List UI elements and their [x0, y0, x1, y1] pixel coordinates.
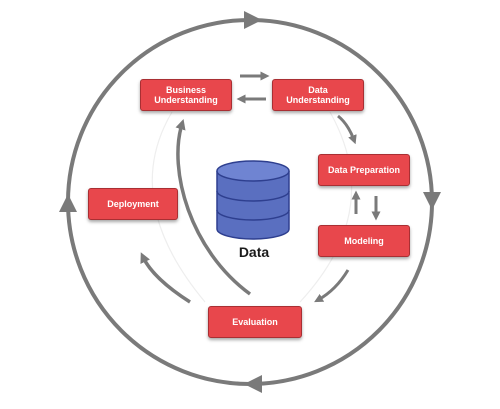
arrow-evaluation-to-bu [175, 118, 252, 296]
outer-arrowhead-left [59, 194, 77, 212]
stage-evaluation: Evaluation [208, 306, 302, 338]
faint-arc-right [299, 111, 353, 303]
arrow-modeling-to-evaluation [314, 269, 350, 303]
stage-data-understanding: Data Understanding [272, 79, 364, 111]
arrow-du-to-dp [337, 114, 357, 145]
stage-business-understanding: Business Understanding [140, 79, 232, 111]
data-label: Data [238, 244, 270, 260]
database-icon [216, 160, 290, 240]
arrow-evaluation-to-deployment [140, 252, 191, 304]
outer-arrowhead-bottom [244, 375, 262, 393]
outer-arrowhead-top [244, 11, 262, 29]
stage-modeling: Modeling [318, 225, 410, 257]
outer-arrowhead-right [423, 192, 441, 210]
stage-deployment: Deployment [88, 188, 178, 220]
stage-data-preparation: Data Preparation [318, 154, 410, 186]
